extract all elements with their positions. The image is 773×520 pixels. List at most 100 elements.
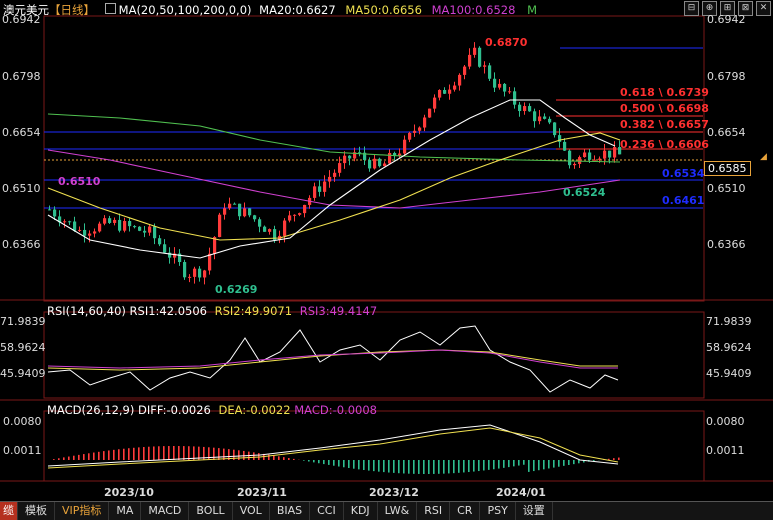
recent-low-annotation: 0.6524 — [563, 186, 605, 199]
tab-lw[interactable]: LW& — [378, 502, 418, 520]
ma-more-marker[interactable]: M — [527, 3, 537, 17]
macd-histogram-bar — [553, 460, 555, 468]
candle-body — [88, 234, 91, 236]
tab-vol[interactable]: VOL — [233, 502, 270, 520]
macd-histogram-bar — [548, 460, 550, 468]
candle-body — [183, 262, 186, 277]
candle-body — [473, 48, 476, 55]
candle-body — [258, 219, 261, 226]
candle-body — [123, 221, 126, 231]
macd-histogram-bar — [63, 457, 65, 460]
rsi-axis-right: 58.9624 — [706, 341, 752, 354]
fib-level-label: 0.382 \ 0.6657 — [620, 118, 709, 131]
period-label[interactable]: 【日线】 — [49, 3, 95, 17]
macd-axis-right: 0.0011 — [706, 444, 745, 457]
candle-body — [283, 221, 286, 236]
macd-histogram-bar — [403, 460, 405, 473]
candle-body — [498, 84, 501, 88]
candle-body — [493, 79, 496, 88]
candle-body — [348, 156, 351, 159]
minimize-icon[interactable]: ⊟ — [684, 1, 699, 16]
low-annotation: 0.6269 — [215, 283, 257, 296]
rsi-header: RSI(14,60,40) RSI1:42.0506 RSI2:49.9071 … — [47, 304, 377, 318]
tab-bias[interactable]: BIAS — [270, 502, 310, 520]
macd-histogram-bar — [313, 460, 315, 462]
macd-histogram-bar — [318, 460, 320, 463]
macd-histogram-bar — [153, 446, 155, 460]
rsi1-value: RSI1:42.0506 — [130, 304, 207, 318]
macd-histogram-bar — [473, 460, 475, 472]
price-axis-right-label: 0.6942 — [707, 13, 746, 26]
diff-value: DIFF:-0.0026 — [138, 403, 211, 417]
macd-histogram-bar — [338, 460, 340, 467]
tab-kdj[interactable]: KDJ — [344, 502, 378, 520]
candle-body — [548, 119, 551, 123]
macd-histogram-bar — [58, 458, 60, 460]
macd-histogram-bar — [163, 446, 165, 460]
candle-body — [158, 238, 161, 244]
candle-body — [523, 106, 526, 111]
macd-histogram-bar — [533, 460, 535, 471]
macd-histogram-bar — [143, 447, 145, 460]
candle-body — [128, 221, 131, 226]
current-price-tag: 0.6585 — [704, 161, 751, 176]
rsi-axis-right: 71.9839 — [706, 315, 752, 328]
macd-histogram-bar — [488, 460, 490, 470]
macd-header: MACD(26,12,9) DIFF:-0.0026 DEA:-0.0022 M… — [47, 403, 377, 417]
candle-body — [508, 91, 511, 92]
macd-histogram-bar — [348, 460, 350, 468]
macd-histogram-bar — [483, 460, 485, 470]
candle-body — [138, 227, 141, 231]
macd-histogram-bar — [93, 453, 95, 460]
tab-macd[interactable]: MACD — [141, 502, 189, 520]
candle-body — [293, 215, 296, 216]
macd-histogram-bar — [453, 460, 455, 473]
tab-settings[interactable]: 设置 — [516, 502, 553, 520]
candle-body — [608, 151, 611, 158]
macd-histogram-bar — [368, 460, 370, 471]
tab-cut[interactable]: 缆 — [0, 502, 18, 520]
candle-body — [153, 227, 156, 239]
price-pointer-icon: ◢ — [760, 152, 767, 162]
ma-toggle-icon[interactable] — [105, 3, 116, 14]
candle-body — [113, 220, 116, 223]
ma20-value: MA20:0.6627 — [259, 3, 336, 17]
macd-histogram-bar — [428, 460, 430, 474]
candle-body — [68, 221, 71, 222]
macd-value: MACD:-0.0008 — [294, 403, 377, 417]
candle-body — [108, 218, 111, 223]
tab-cr[interactable]: CR — [450, 502, 480, 520]
candle-body — [98, 224, 101, 232]
tab-boll[interactable]: BOLL — [189, 502, 232, 520]
price-axis-left-label: 0.6366 — [2, 238, 41, 251]
macd-histogram-bar — [523, 460, 525, 465]
macd-histogram-bar — [613, 458, 615, 460]
candle-body — [518, 105, 521, 111]
candle-body — [73, 222, 76, 231]
candle-body — [48, 209, 51, 210]
tab-template[interactable]: 模板 — [18, 502, 55, 520]
tab-psy[interactable]: PSY — [480, 502, 515, 520]
macd-histogram-bar — [503, 460, 505, 468]
macd-histogram-bar — [538, 460, 540, 470]
macd-histogram-bar — [168, 446, 170, 460]
macd-histogram-bar — [88, 453, 90, 460]
macd-histogram-bar — [398, 460, 400, 473]
candle-body — [103, 218, 106, 223]
candle-body — [373, 159, 376, 169]
tab-vip-indicators[interactable]: VIP指标 — [55, 502, 109, 520]
tab-ma[interactable]: MA — [109, 502, 141, 520]
close-icon[interactable]: ✕ — [756, 1, 771, 16]
tab-cci[interactable]: CCI — [310, 502, 344, 520]
support-level-a: 0.6534 — [662, 167, 704, 180]
macd-params[interactable]: MACD(26,12,9) — [47, 403, 134, 417]
candle-body — [428, 109, 431, 118]
candle-body — [53, 210, 56, 217]
candle-body — [418, 128, 421, 131]
macd-histogram-bar — [273, 455, 275, 460]
macd-histogram-bar — [413, 460, 415, 474]
rsi-params[interactable]: RSI(14,60,40) — [47, 304, 126, 318]
macd-histogram-bar — [138, 447, 140, 460]
tab-rsi[interactable]: RSI — [417, 502, 450, 520]
candle-body — [268, 229, 271, 232]
